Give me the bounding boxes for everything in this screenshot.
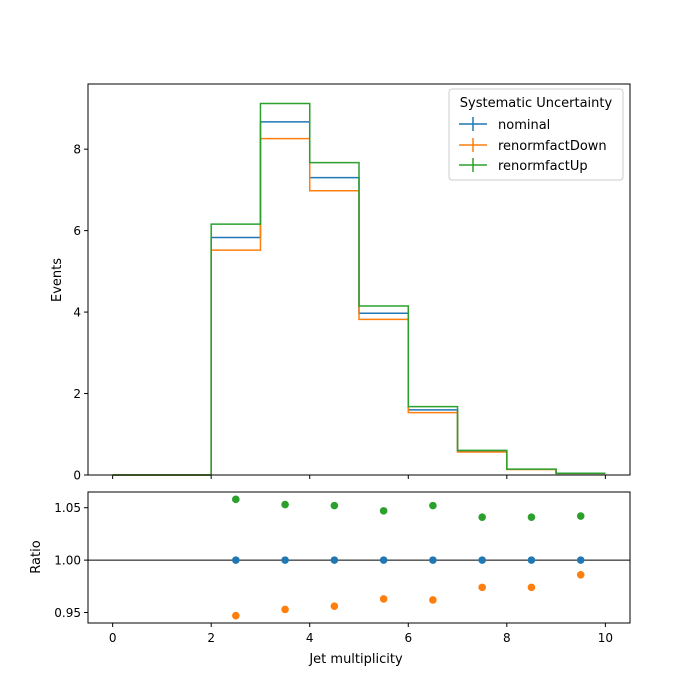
top-panel-series [112,102,606,476]
ratio-point-renormfactup [429,501,437,510]
ratio-panel-series [232,495,585,620]
legend-entry-renormfactdown: renormfactDown [459,138,607,154]
legend-entry-renormfactup: renormfactUp [459,158,588,174]
ratio-point-renormfactup [576,512,585,520]
ratio-point-nominal [429,556,437,564]
ratio-point-nominal [281,556,289,564]
x-tick-label: 2 [207,631,215,645]
ratio-point-nominal [527,556,536,564]
ratio-point-renormfactdown [330,602,339,611]
top-y-axis-label: Events [50,258,65,302]
ratio-point-renormfactup [281,500,289,509]
legend-box [448,88,624,181]
ratio-point-renormfactdown [478,583,486,592]
ratio-point-nominal [379,556,388,564]
ratio-point-nominal [232,556,240,564]
x-tick-label: 4 [306,631,314,645]
ratio-y-axis-label: Ratio [29,540,44,573]
x-tick-label: 10 [598,631,613,645]
ratio-point-renormfactdown [281,605,289,614]
top-panel-ticks: 0 2 4 6 8 [73,143,606,483]
top-y-tick-label: 0 [73,469,81,483]
ratio-panel: 0.95 1.00 1.05 0 2 4 6 8 10 Ratio Jet multiplici… [29,491,631,667]
legend-label-renormfactup: renormfactUp [498,159,588,174]
ratio-point-renormfactup [527,513,536,521]
ratio-y-tick-label: 0.95 [54,606,81,620]
ratio-point-renormfactup [478,513,486,521]
step-line-renormfactup [112,102,606,476]
legend-title: Systematic Uncertainty [460,96,613,111]
ratio-point-nominal [478,556,486,564]
legend: Systematic Uncertainty nominal renormfac… [448,88,624,181]
ratio-point-nominal [330,556,339,564]
ratio-point-nominal [576,556,585,564]
top-y-tick-label: 4 [73,306,81,320]
top-y-tick-label: 2 [73,387,81,401]
ratio-series-renormfactup [232,495,585,521]
ratio-point-renormfactup [232,495,240,504]
ratio-point-renormfactdown [429,596,437,604]
ratio-series-renormfactdown [232,570,585,620]
ratio-point-renormfactdown [527,583,536,592]
x-tick-label: 0 [109,631,117,645]
ratio-point-renormfactdown [232,611,240,620]
legend-label-renormfactdown: renormfactDown [498,139,607,154]
ratio-point-renormfactup [379,507,388,515]
x-tick-label: 6 [404,631,412,645]
ratio-panel-frame [87,491,631,624]
legend-label-nominal: nominal [498,118,550,133]
ratio-y-tick-label: 1.00 [54,554,81,568]
ratio-panel-ticks: 0.95 1.00 1.05 0 2 4 6 8 10 [54,501,630,645]
legend-entry-nominal: nominal [459,117,550,133]
x-tick-label: 8 [503,631,511,645]
ratio-point-renormfactdown [379,595,388,603]
x-axis-label: Jet multiplicity [308,652,403,667]
top-y-tick-label: 8 [73,143,81,157]
top-panel: 0 2 4 6 8 Events [50,83,631,483]
ratio-point-renormfactdown [576,570,585,579]
ratio-y-tick-label: 1.05 [54,501,81,515]
top-y-tick-label: 6 [73,224,81,238]
ratio-series-nominal [232,556,585,564]
series-renormfactup [112,102,606,476]
top-panel-frame [87,83,631,476]
ratio-point-renormfactup [330,501,339,510]
